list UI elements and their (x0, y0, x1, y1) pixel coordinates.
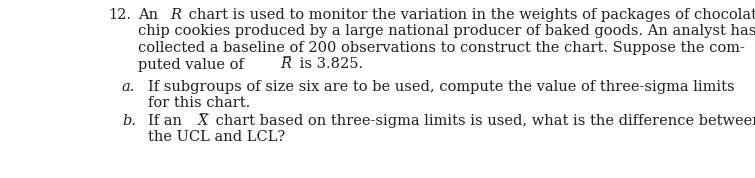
Text: puted value of: puted value of (138, 57, 248, 72)
Text: X̅: X̅ (198, 114, 208, 128)
Text: b.: b. (122, 114, 136, 128)
Text: for this chart.: for this chart. (148, 96, 250, 110)
Text: 12.: 12. (108, 8, 131, 22)
Text: R: R (170, 8, 181, 22)
Text: chart is used to monitor the variation in the weights of packages of chocolate: chart is used to monitor the variation i… (184, 8, 755, 22)
Text: a.: a. (122, 80, 135, 94)
Text: An: An (138, 8, 163, 22)
Text: is 3.825.: is 3.825. (294, 57, 363, 72)
Text: chip cookies produced by a large national producer of baked goods. An analyst ha: chip cookies produced by a large nationa… (138, 25, 755, 38)
Text: If subgroups of size six are to be used, compute the value of three-sigma limits: If subgroups of size six are to be used,… (148, 80, 735, 94)
Text: the UCL and LCL?: the UCL and LCL? (148, 130, 285, 144)
Text: R̅: R̅ (281, 57, 291, 72)
Text: chart based on three-sigma limits is used, what is the difference between: chart based on three-sigma limits is use… (211, 114, 755, 128)
Text: If an: If an (148, 114, 186, 128)
Text: collected a baseline of 200 observations to construct the chart. Suppose the com: collected a baseline of 200 observations… (138, 41, 745, 55)
